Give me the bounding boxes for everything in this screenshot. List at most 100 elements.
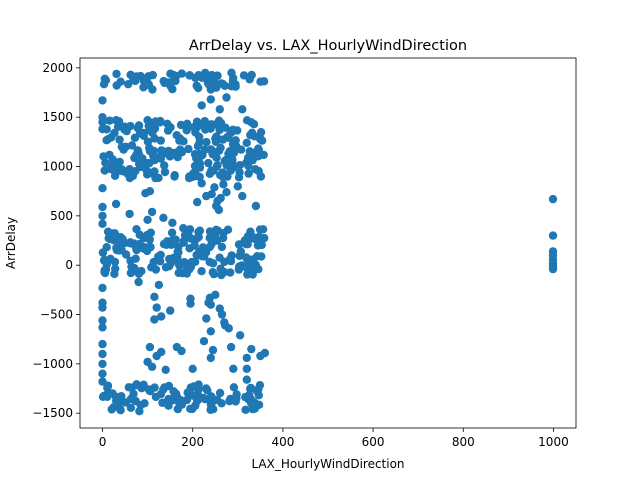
scatter-point (199, 337, 209, 346)
scatter-point (147, 362, 157, 371)
scatter-point (203, 73, 212, 83)
scatter-point (98, 323, 107, 332)
scatter-point (245, 392, 254, 401)
scatter-point (127, 141, 137, 150)
scatter-point (126, 403, 136, 412)
scatter-point (145, 235, 154, 244)
scatter-point (211, 290, 220, 299)
scatter-point (244, 169, 253, 178)
scatter-point (254, 400, 264, 409)
scatter-point (247, 399, 256, 408)
scatter-point (214, 146, 224, 155)
scatter-point (156, 250, 165, 260)
scatter-point (206, 300, 215, 309)
scatter-point (242, 375, 251, 384)
scatter-point (143, 170, 152, 179)
scatter-point (146, 387, 155, 396)
scatter-point (183, 119, 192, 128)
x-tick-label: 400 (271, 435, 294, 449)
scatter-point (98, 219, 107, 228)
scatter-point (170, 389, 179, 398)
scatter-point (148, 70, 157, 80)
scatter-point (202, 137, 211, 147)
scatter-point (242, 116, 252, 125)
scatter-point (125, 165, 134, 174)
scatter-point (200, 145, 210, 154)
scatter-point (205, 242, 214, 252)
x-tick-label: 0 (99, 435, 107, 449)
chart-title: ArrDelay vs. LAX_HourlyWindDirection (189, 38, 467, 54)
scatter-point (167, 228, 177, 237)
scatter-point (222, 93, 231, 102)
scatter-point (146, 228, 155, 237)
scatter-point (98, 377, 107, 386)
scatter-point (209, 405, 218, 414)
scatter-point (161, 365, 170, 374)
scatter-point (197, 179, 206, 188)
scatter-point (235, 161, 245, 170)
scatter-point (101, 158, 110, 167)
scatter-point (222, 157, 231, 166)
y-tick-label: −500 (40, 308, 73, 322)
scatter-point (260, 348, 270, 358)
scatter-point (241, 405, 250, 414)
scatter-point (136, 400, 145, 410)
scatter-point (147, 263, 156, 272)
scatter-point (156, 136, 165, 145)
scatter-point (251, 201, 261, 211)
scatter-point (134, 277, 143, 287)
scatter-point (148, 85, 157, 94)
scatter-point (98, 117, 107, 127)
scatter-point (143, 116, 152, 125)
scatter-point (222, 188, 231, 197)
x-tick-label: 1000 (538, 435, 569, 449)
scatter-point (186, 299, 195, 308)
y-tick-label: 500 (50, 209, 73, 223)
scatter-point (98, 339, 107, 349)
scatter-point (234, 240, 244, 249)
scatter-point (224, 324, 233, 333)
scatter-point (151, 117, 160, 126)
scatter-point (237, 261, 246, 270)
scatter-point (159, 213, 168, 222)
scatter-point (219, 180, 228, 189)
scatter-point (177, 346, 186, 356)
scatter-point (238, 191, 247, 201)
scatter-point (256, 128, 266, 137)
scatter-point (143, 137, 153, 146)
scatter-point (213, 71, 222, 80)
y-tick-label: 2000 (42, 61, 73, 75)
scatter-point (164, 78, 174, 87)
scatter-point (204, 158, 213, 168)
scatter-point (176, 396, 185, 405)
scatter-point (246, 384, 255, 393)
scatter-point (226, 268, 235, 277)
scatter-point (152, 303, 161, 312)
scatter-point (218, 233, 228, 243)
scatter-point (548, 194, 558, 204)
scatter-point (193, 197, 202, 207)
scatter-point (156, 154, 165, 163)
scatter-point (213, 161, 222, 170)
scatter-point (254, 232, 264, 242)
y-tick-label: 1000 (42, 160, 73, 174)
scatter-point (216, 193, 225, 203)
scatter-point (147, 207, 157, 217)
scatter-point (171, 235, 180, 244)
scatter-point (105, 116, 114, 125)
scatter-point (231, 397, 240, 406)
scatter-point (200, 117, 209, 126)
scatter-point (162, 240, 171, 249)
scatter-point (254, 152, 263, 161)
scatter-point (115, 157, 124, 167)
scatter-point (180, 231, 190, 240)
scatter-point (172, 131, 181, 140)
scatter-point (218, 135, 228, 144)
scatter-point (174, 268, 183, 278)
scatter-point (125, 209, 134, 219)
scatter-point (227, 251, 236, 260)
scatter-point (156, 389, 166, 399)
scatter-point (128, 267, 137, 276)
scatter-point (160, 383, 169, 392)
scatter-point (186, 404, 195, 413)
